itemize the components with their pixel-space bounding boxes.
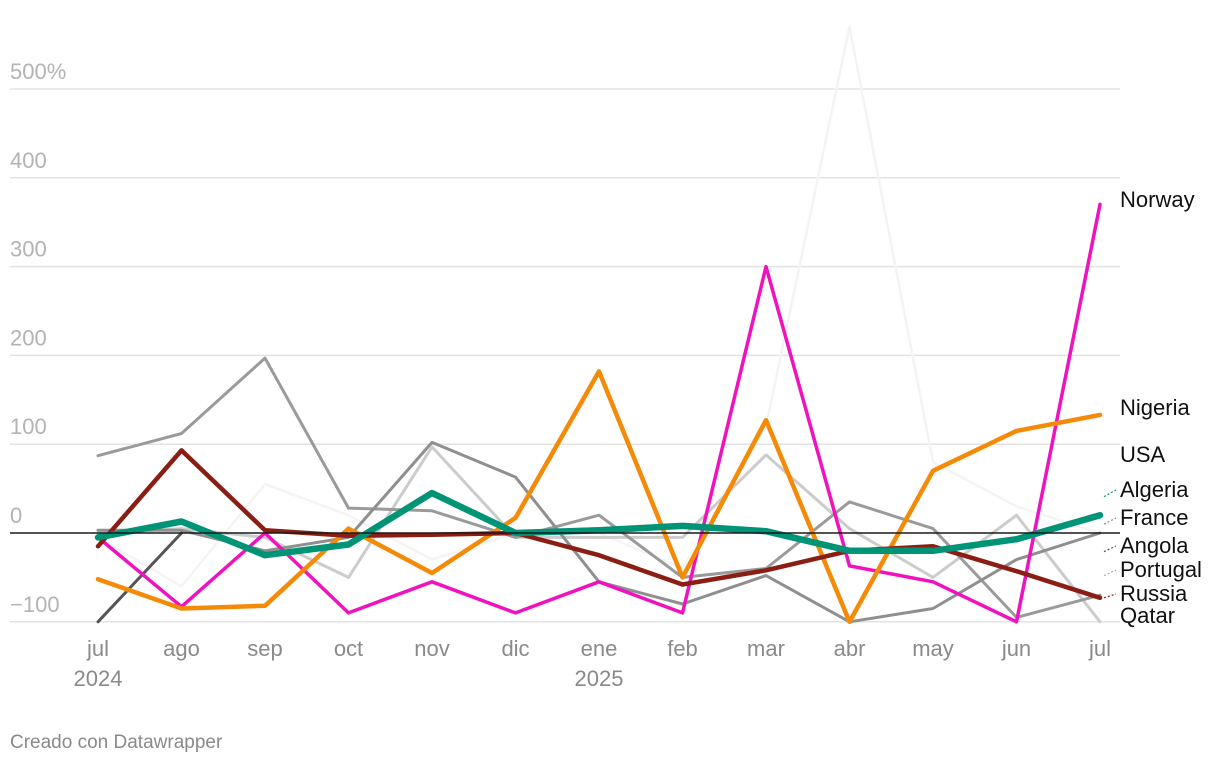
series-end-label-norway: Norway [1120, 187, 1195, 212]
series-layer [10, 25, 1120, 625]
series-end-label-portugal: Portugal [1120, 557, 1202, 582]
x-tick-label: may [912, 636, 954, 661]
x-tick-label: nov [414, 636, 449, 661]
x-tick-label: abr [834, 636, 866, 661]
x-tick-label: jul [1088, 636, 1111, 661]
x-tick-label: dic [501, 636, 529, 661]
series-line [96, 356, 1102, 619]
series-end-label-algeria: Algeria [1120, 477, 1189, 502]
series-end-label-angola: Angola [1120, 533, 1189, 558]
y-tick-label: −100 [10, 592, 60, 617]
series-end-label-france: France [1120, 505, 1188, 530]
x-tick-label: sep [247, 636, 282, 661]
y-tick-label: 300 [10, 237, 47, 262]
label-connector [1103, 517, 1117, 525]
y-tick-label: 0 [10, 503, 22, 528]
x-tick-label: ago [163, 636, 200, 661]
label-connector [1103, 489, 1117, 498]
y-tick-label: 100 [10, 414, 47, 439]
series-line-russia [95, 448, 1103, 601]
series-end-label-usa: USA [1120, 442, 1166, 467]
grid-layer: 500% 400 300 200 100 0 −100 jul ago sep oct nov dic e… [10, 59, 1120, 691]
x-tick-label: mar [747, 636, 785, 661]
series-end-label-russia: Russia [1120, 581, 1188, 606]
y-tick-label: 200 [10, 325, 47, 350]
y-tick-label: 500% [10, 59, 66, 84]
x-year-label: 2024 [74, 666, 123, 691]
series-line [96, 531, 183, 624]
x-tick-label: oct [334, 636, 363, 661]
series-line [96, 445, 1102, 624]
label-connector [1103, 593, 1117, 599]
series-line-nigeria [95, 369, 1103, 625]
series-end-label-qatar: Qatar [1120, 603, 1175, 628]
series-line [96, 25, 1102, 588]
x-tick-label: ene [581, 636, 618, 661]
x-year-label: 2025 [575, 666, 624, 691]
label-layer: Norway Nigeria USA Algeria France AngolaPortu… [1103, 187, 1202, 628]
x-tick-label: jul [86, 636, 109, 661]
credit-text: Creado con Datawrapper [10, 732, 223, 753]
x-tick-label: feb [667, 636, 698, 661]
series-line-algeria [94, 489, 1104, 559]
line-chart: 500% 400 300 200 100 0 −100 jul ago sep oct nov dic e… [10, 25, 1202, 691]
series-end-label-nigeria: Nigeria [1120, 395, 1190, 420]
x-tick-label: jun [1001, 636, 1031, 661]
label-connector [1103, 545, 1117, 553]
y-tick-label: 400 [10, 148, 47, 173]
label-connector [1103, 569, 1117, 577]
